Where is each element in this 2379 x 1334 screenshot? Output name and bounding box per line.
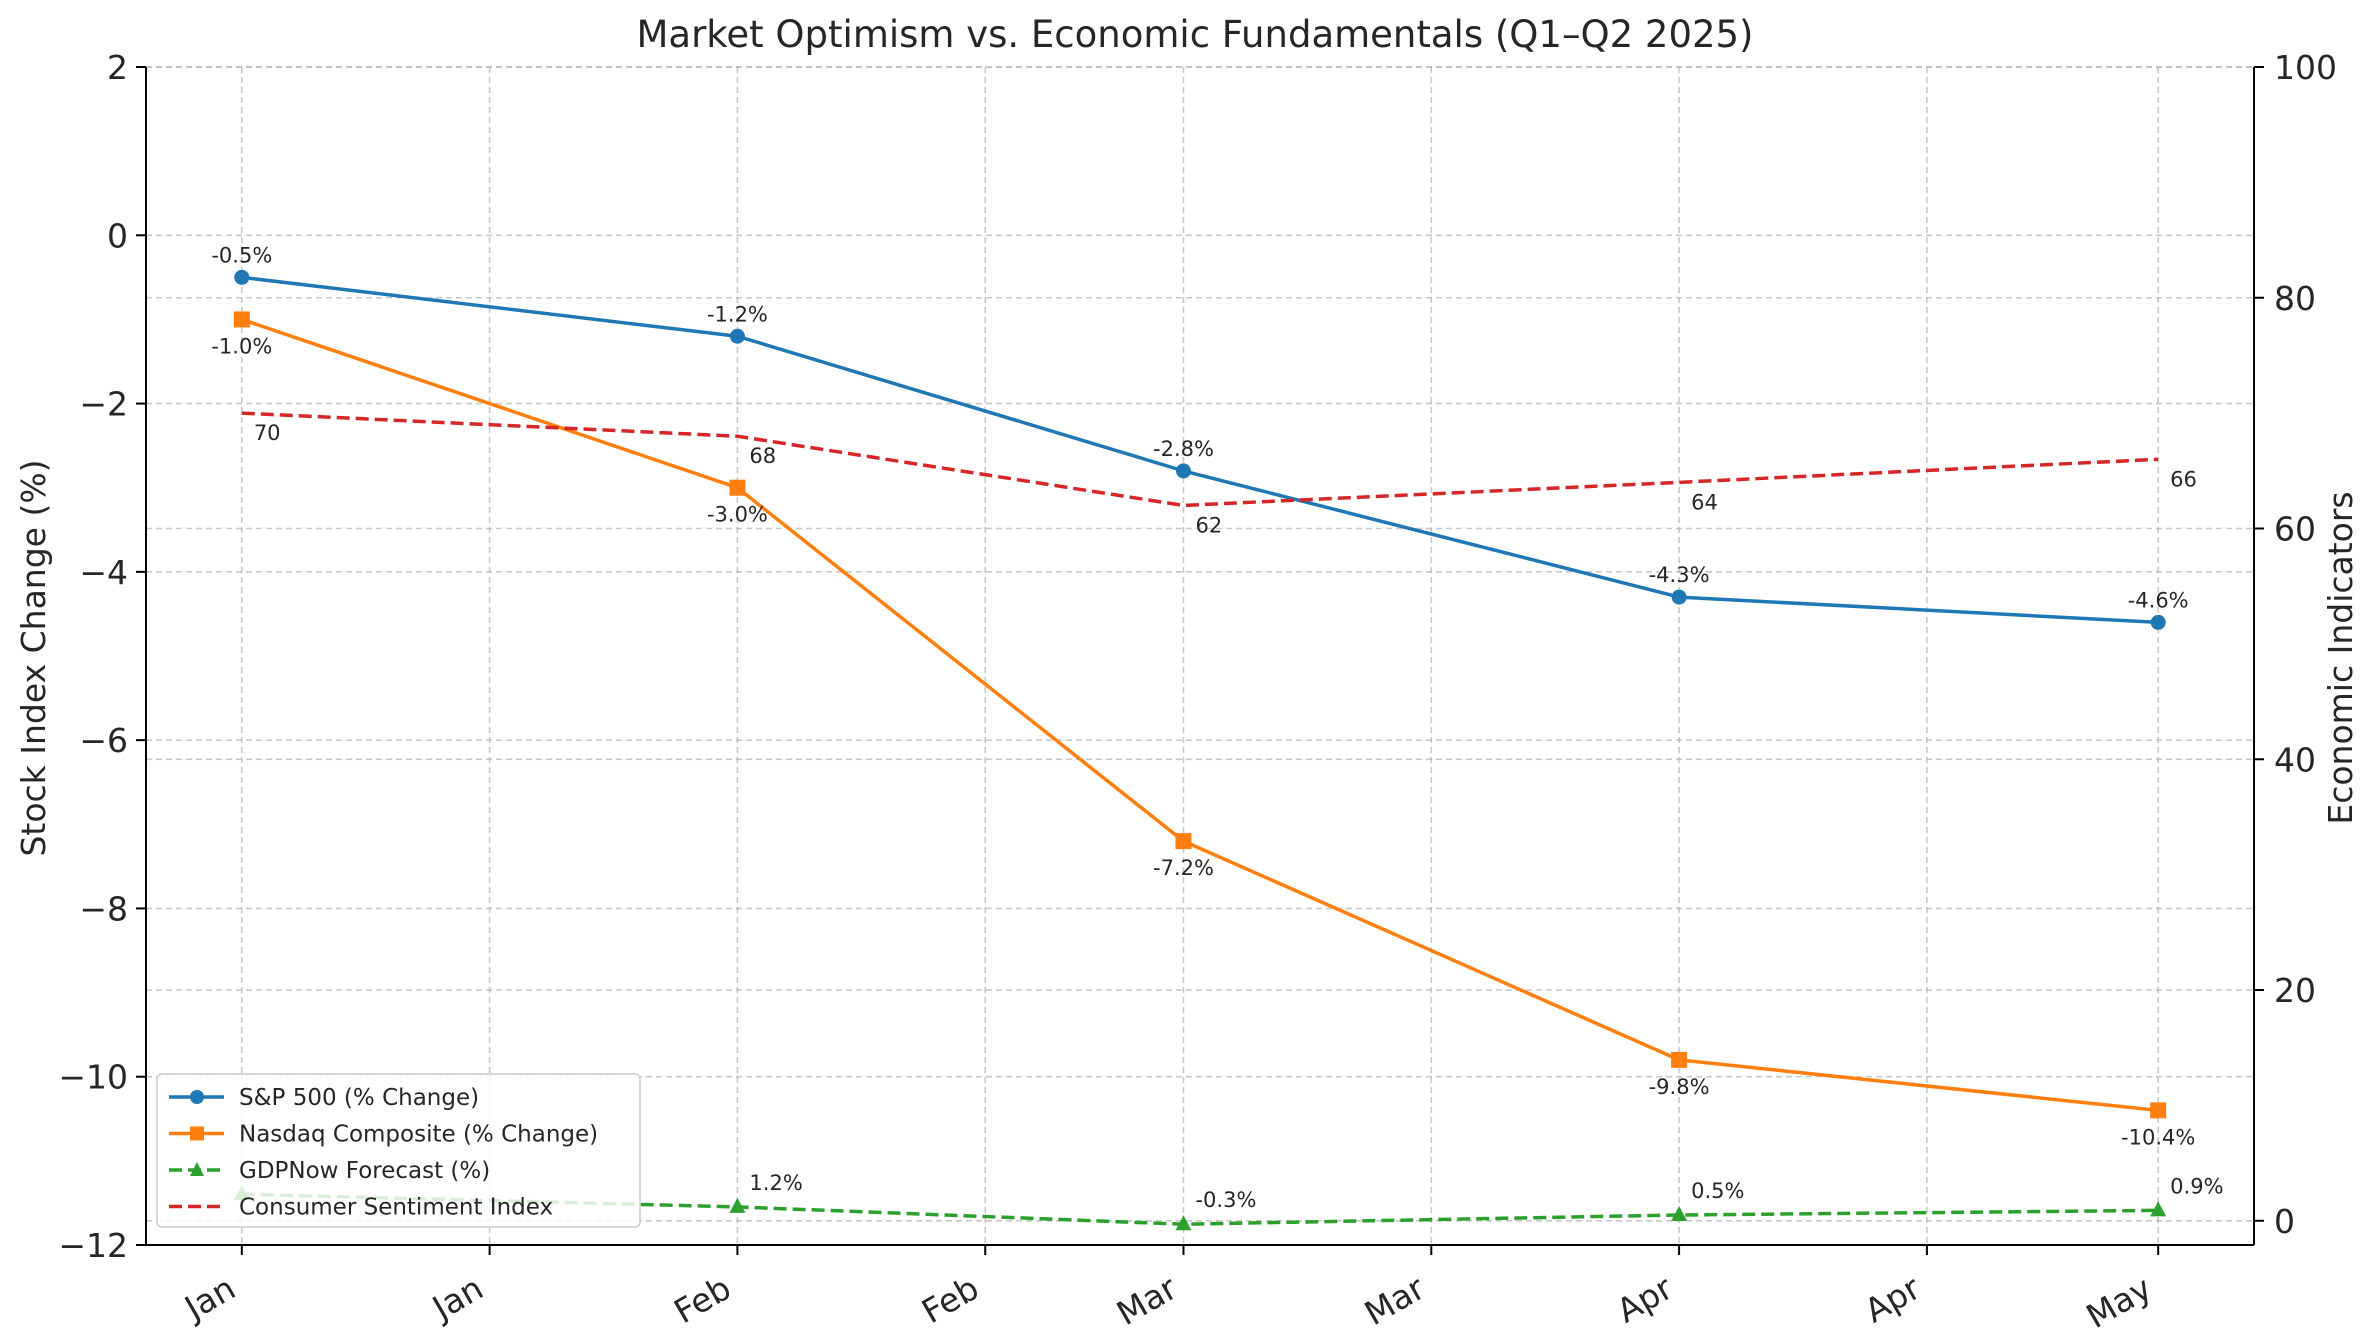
y2-tick-label: 60: [2274, 510, 2316, 549]
data-label-nasdaq-composite-change: -10.4%: [2121, 1125, 2195, 1149]
data-point-gdpnow-forecast: [2150, 1201, 2167, 1217]
data-label-consumer-sentiment-index: 68: [749, 444, 776, 468]
y2-tick-label: 80: [2274, 279, 2316, 318]
y-tick-label: 0: [107, 216, 128, 255]
grid-layer: [146, 66, 2254, 1246]
data-label-s-p-500-change: -2.8%: [1153, 437, 1214, 461]
legend-label-gdpnow-forecast: GDPNow Forecast (%): [239, 1158, 490, 1184]
data-point-nasdaq-composite-change: [2150, 1102, 2167, 1119]
data-point-nasdaq-composite-change: [1671, 1051, 1688, 1068]
data-point-s-p-500-change: [234, 269, 250, 285]
data-label-gdpnow-forecast: 1.2%: [749, 1171, 802, 1195]
y2-tick-label: 0: [2274, 1202, 2295, 1241]
y-axis-label: Stock Index Change (%): [14, 459, 53, 856]
y2-axis-label: Economic Indicators: [2321, 491, 2360, 824]
data-label-s-p-500-change: -4.3%: [1649, 563, 1710, 587]
legend-box: [156, 1073, 641, 1228]
legend-marker-nasdaq-composite-change: [190, 1126, 204, 1141]
data-point-nasdaq-composite-change: [1175, 833, 1192, 850]
data-point-nasdaq-composite-change: [233, 311, 250, 328]
data-label-nasdaq-composite-change: -7.2%: [1153, 856, 1214, 880]
data-point-nasdaq-composite-change: [729, 479, 746, 496]
data-label-consumer-sentiment-index: 64: [1691, 490, 1718, 514]
data-point-s-p-500-change: [1175, 463, 1191, 479]
legend: S&P 500 (% Change) Nasdaq Composite (% Ch…: [156, 1073, 641, 1228]
y-tick-label: −6: [79, 721, 128, 760]
data-label-s-p-500-change: -4.6%: [2128, 588, 2189, 612]
data-point-s-p-500-change: [2150, 614, 2166, 630]
data-label-consumer-sentiment-index: 70: [254, 421, 281, 445]
data-point-s-p-500-change: [1671, 589, 1687, 605]
y-tick-label: −4: [79, 553, 128, 592]
data-label-gdpnow-forecast: 0.9%: [2170, 1174, 2223, 1198]
chart-title: Market Optimism vs. Economic Fundamental…: [636, 13, 1753, 56]
y-tick-label: −12: [58, 1226, 128, 1265]
y-tick-label: 2: [107, 48, 128, 87]
y2-tick-label: 100: [2274, 48, 2337, 87]
data-point-s-p-500-change: [729, 328, 745, 344]
data-labels-layer: -0.5% -1.2% -2.8% -4.3% -4.6% -1.0% -3.0% -7.2%…: [211, 243, 2223, 1212]
legend-marker-s-p-500-change: [190, 1090, 204, 1104]
data-point-gdpnow-forecast: [729, 1197, 746, 1213]
series-line-consumer-sentiment-index: [241, 411, 2159, 508]
series-layer: [233, 269, 2167, 1231]
legend-label-s-p-500-change: S&P 500 (% Change): [239, 1085, 479, 1111]
legend-label-consumer-sentiment-index: Consumer Sentiment Index: [239, 1195, 553, 1221]
legend-marker-gdpnow-forecast: [190, 1162, 204, 1176]
y2-tick-label: 40: [2274, 740, 2316, 779]
y2-tick-label: 20: [2274, 971, 2316, 1010]
data-point-gdpnow-forecast: [1671, 1206, 1688, 1222]
data-label-consumer-sentiment-index: 62: [1195, 513, 1222, 537]
data-label-s-p-500-change: -1.2%: [707, 302, 768, 326]
y-tick-label: −10: [58, 1058, 128, 1097]
data-label-nasdaq-composite-change: -1.0%: [211, 334, 272, 358]
data-label-nasdaq-composite-change: -3.0%: [707, 503, 768, 527]
data-label-gdpnow-forecast: 0.5%: [1691, 1179, 1744, 1203]
y-tick-label: −8: [79, 889, 128, 928]
data-label-gdpnow-forecast: -0.3%: [1195, 1188, 1256, 1212]
y-tick-label: −2: [79, 385, 128, 424]
data-label-consumer-sentiment-index: 66: [2170, 467, 2197, 491]
data-point-gdpnow-forecast: [1175, 1215, 1192, 1231]
data-label-s-p-500-change: -0.5%: [211, 243, 272, 267]
data-label-nasdaq-composite-change: -9.8%: [1649, 1075, 1710, 1099]
legend-label-nasdaq-composite-change: Nasdaq Composite (% Change): [239, 1122, 598, 1148]
